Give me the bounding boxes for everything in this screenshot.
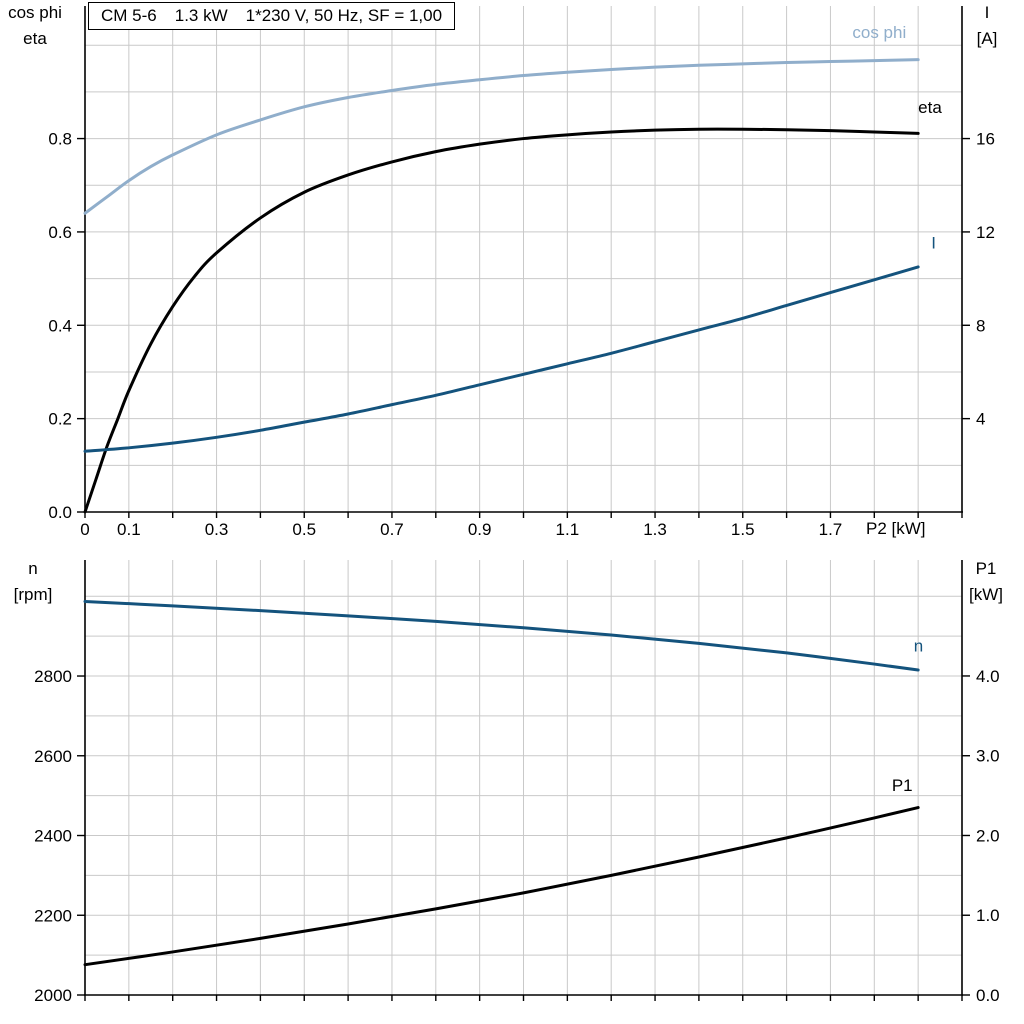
curve-label-cos-phi: cos phi — [852, 23, 906, 42]
curve-label-eta: eta — [918, 98, 942, 117]
y-left-tick-label: 2400 — [34, 827, 72, 846]
top-right-axis-title: I [A] — [962, 0, 1012, 52]
bottom-left-axis-title: n [rpm] — [0, 556, 66, 608]
curve-P1 — [83, 806, 920, 967]
current-axis-label: I — [984, 3, 990, 22]
y-right-tick-label: 1.0 — [976, 906, 1000, 925]
bottom-right-axis-title: P1 [kW] — [958, 556, 1014, 608]
y-right-tick-label: 3.0 — [976, 747, 1000, 766]
supply-spec: 1*230 V, 50 Hz, SF = 1,00 — [245, 6, 443, 25]
x-tick-label: 0 — [80, 520, 89, 539]
p1-axis-label: P1 — [975, 559, 997, 578]
curve-label-I: I — [931, 233, 936, 252]
x-axis-label: P2 [kW] — [866, 519, 926, 538]
y-right-tick-label: 2.0 — [976, 826, 1000, 845]
y-right-tick-label: 4 — [976, 410, 985, 429]
y-right-tick-label: 8 — [976, 316, 985, 335]
motor-electrical-curves: 0 0.1 0.3 0.5 0.7 0.9 1.1 1.3 1.5 1.7 0.0 0.2 0.4 0.6… — [48, 6, 995, 539]
curve-n — [83, 599, 920, 672]
x-tick-label: 0.5 — [292, 520, 316, 539]
y-left-tick-label: 2600 — [34, 747, 72, 766]
x-tick-label: 1.1 — [556, 520, 580, 539]
curve-cos-phi — [83, 58, 920, 215]
y-left-tick-label: 0.6 — [48, 223, 72, 242]
y-right-tick-label: 16 — [976, 130, 995, 149]
y-left-tick-label: 2000 — [34, 986, 72, 1005]
y-left-tick-label: 2800 — [34, 667, 72, 686]
y-left-tick-label: 0.4 — [48, 316, 72, 335]
current-axis-unit: [A] — [976, 29, 998, 48]
eta-axis-label: eta — [23, 29, 47, 48]
y-left-tick-label: 2200 — [34, 906, 72, 925]
x-tick-label: 0.1 — [117, 520, 141, 539]
curve-I — [83, 265, 920, 453]
x-tick-label: 0.7 — [380, 520, 404, 539]
motor-speed-power-curves: 2000 2200 2400 2600 2800 0.0 1.0 2.0 3.0 4.0 n P1 — [34, 560, 1000, 1005]
p1-axis-unit: [kW] — [969, 585, 1003, 604]
curve-eta — [83, 127, 920, 514]
curve-label-P1: P1 — [892, 776, 913, 795]
y-right-tick-label: 12 — [976, 223, 995, 242]
y-right-tick-label: 4.0 — [976, 667, 1000, 686]
top-left-axis-title: cos phi eta — [2, 0, 68, 52]
x-tick-label: 1.7 — [819, 520, 843, 539]
title-box: CM 5-6 1.3 kW 1*230 V, 50 Hz, SF = 1,00 — [88, 2, 456, 30]
y-left-tick-label: 0.2 — [48, 410, 72, 429]
curve-label-n: n — [914, 636, 923, 655]
y-left-tick-label: 0.8 — [48, 130, 72, 149]
motor-power: 1.3 kW — [174, 6, 228, 25]
cos-phi-axis-label: cos phi — [8, 3, 62, 22]
y-left-tick-label: 0.0 — [48, 503, 72, 522]
speed-axis-unit: [rpm] — [13, 585, 53, 604]
pump-model: CM 5-6 — [101, 6, 157, 25]
y-right-tick-label: 0.0 — [976, 986, 1000, 1005]
x-tick-label: 0.3 — [205, 520, 229, 539]
x-tick-label: 1.3 — [643, 520, 667, 539]
x-tick-label: 1.5 — [731, 520, 755, 539]
x-tick-label: 0.9 — [468, 520, 492, 539]
speed-axis-label: n — [28, 559, 38, 578]
